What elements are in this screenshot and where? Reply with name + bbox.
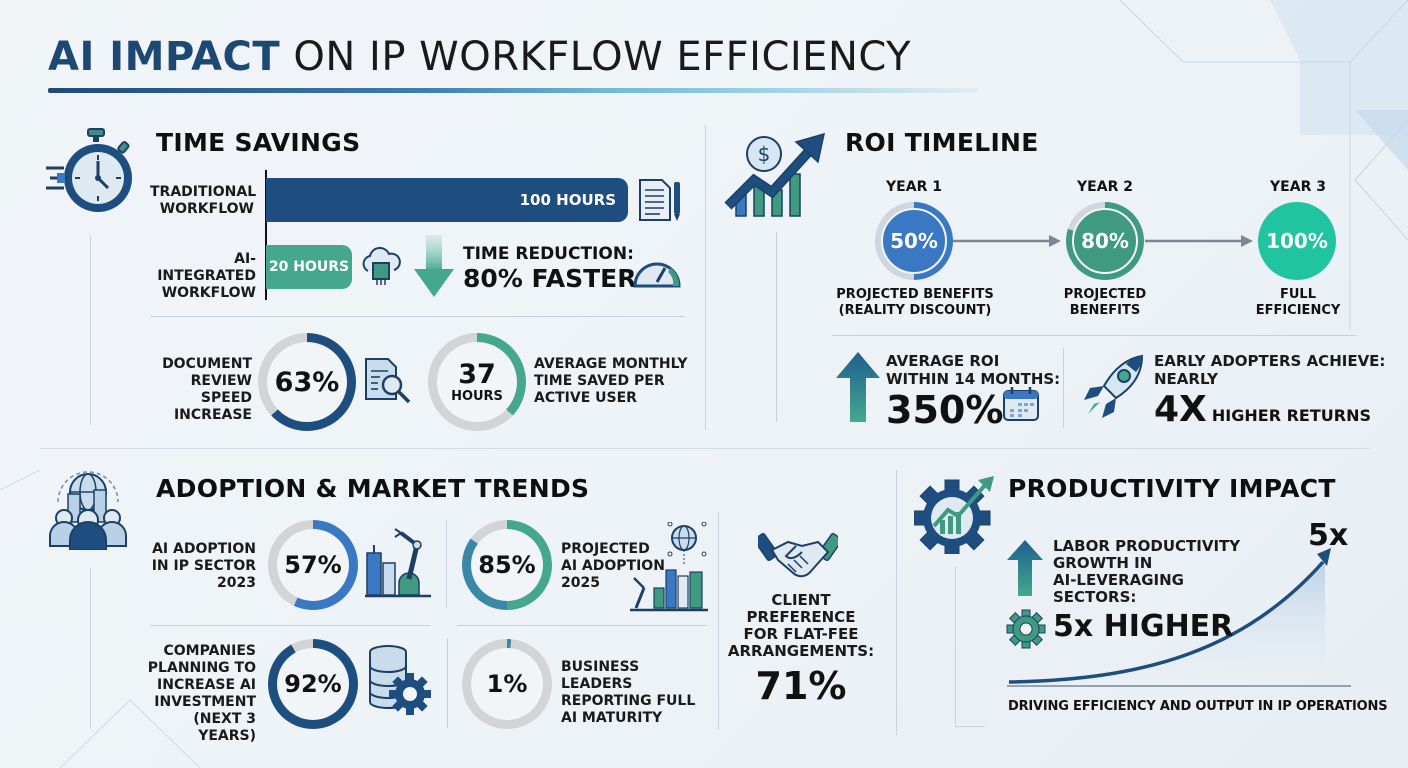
section-divider (150, 316, 685, 317)
ai-workflow-bar: 20 HOURS (266, 245, 352, 289)
client-preference-value: 71% (755, 664, 847, 708)
year-1-label: YEAR 1 (886, 179, 942, 195)
section-divider (832, 335, 1357, 336)
cloud-chip-icon (362, 246, 401, 285)
client-preference-label: CLIENT PREFERENCE FOR FLAT-FEE ARRANGEME… (727, 591, 875, 660)
monthly-time-donut: 37 HOURS (428, 333, 526, 431)
adoption-2023-donut: 57% (268, 520, 358, 610)
handshake-icon (758, 532, 838, 578)
stopwatch-icon (46, 128, 132, 212)
year-2-label: YEAR 2 (1077, 179, 1133, 195)
robot-arm-factory-icon (365, 528, 431, 598)
traditional-workflow-bar: 100 HOURS (266, 178, 628, 222)
adoption-2023-value: 57% (284, 551, 342, 579)
document-pen-icon (639, 179, 680, 221)
section-divider (955, 566, 956, 726)
row-divider (40, 448, 1370, 449)
monthly-time-value: 37 (458, 358, 496, 390)
time-reduction-value: 80% FASTER (463, 264, 637, 293)
maturity-label: BUSINESS LEADERS REPORTING FULL AI MATUR… (561, 659, 696, 726)
year-3-caption: FULL EFFICIENCY (1255, 287, 1341, 318)
early-adopters-suffix: HIGHER RETURNS (1211, 406, 1371, 425)
review-speed-value: 63% (274, 366, 340, 398)
average-roi-value: 350% (886, 388, 1004, 432)
adoption-2025-label: PROJECTED AI ADOPTION 2025 (561, 541, 665, 591)
maturity-donut: 1% (462, 639, 552, 729)
early-adopters-value: 4X (1154, 389, 1207, 430)
adoption-2025-value: 85% (478, 551, 536, 579)
svg-text:$: $ (758, 142, 771, 166)
column-divider (896, 470, 897, 735)
section-divider (955, 726, 985, 727)
year-2-caption: PROJECTED BENEFITS (1063, 287, 1147, 318)
column-divider (705, 125, 706, 430)
money-growth-icon: $ (724, 132, 825, 217)
ai-workflow-label: AI-INTEGRATED WORKFLOW (157, 251, 256, 301)
growth-curve-chart (1007, 540, 1351, 687)
section-divider (90, 235, 91, 425)
early-adopters: EARLY ADOPTERS ACHIEVE: NEARLY 4X HIGHER… (1154, 352, 1386, 430)
monthly-time-label: AVERAGE MONTHLY TIME SAVED PER ACTIVE US… (534, 356, 688, 406)
year-1-circle: 50% (875, 202, 953, 280)
gear-growth-icon (914, 476, 994, 554)
timeline-arrow (953, 235, 1061, 247)
section-divider (150, 625, 430, 626)
page-title: AI IMPACT ON IP WORKFLOW EFFICIENCY (48, 34, 911, 80)
productivity-value: 5x HIGHER (1053, 609, 1234, 644)
time-reduction: TIME REDUCTION: 80% FASTER (463, 244, 637, 294)
section-divider (90, 568, 91, 728)
calendar-icon (1003, 387, 1039, 421)
section-divider (718, 512, 719, 730)
review-speed-donut: 63% (258, 333, 356, 431)
bar-axis (265, 170, 267, 300)
section-divider (1063, 348, 1064, 428)
title-light: ON IP WORKFLOW EFFICIENCY (293, 34, 912, 80)
section-divider (446, 520, 447, 608)
global-city-icon (630, 522, 708, 612)
gear-icon (1006, 609, 1046, 649)
adoption-title: ADOPTION & MARKET TRENDS (156, 474, 590, 503)
year-1-value: 50% (881, 208, 947, 274)
speedometer-icon (633, 262, 681, 288)
investment-donut: 92% (268, 639, 358, 729)
document-search-icon (365, 358, 411, 404)
adoption-2023-label: AI ADOPTION IN IP SECTOR 2023 (151, 541, 256, 591)
ai-hours: 20 HOURS (268, 259, 350, 275)
year-2-value: 80% (1072, 208, 1138, 274)
labor-productivity-label: LABOR PRODUCTIVITY GROWTH IN AI-LEVERAGI… (1053, 537, 1241, 606)
investment-value: 92% (284, 670, 342, 698)
year-3-label: YEAR 3 (1270, 179, 1326, 195)
time-savings-title: TIME SAVINGS (156, 128, 361, 157)
title-underline (48, 88, 978, 93)
section-divider (776, 232, 777, 422)
review-speed-label: DOCUMENT REVIEW SPEED INCREASE (162, 356, 252, 423)
title-bold: AI IMPACT (48, 34, 281, 80)
traditional-hours: 100 HOURS (519, 191, 616, 209)
productivity-title: PRODUCTIVITY IMPACT (1008, 474, 1336, 503)
maturity-value: 1% (486, 670, 528, 698)
time-reduction-label: TIME REDUCTION: (463, 244, 634, 264)
up-arrow-icon (836, 352, 880, 422)
adoption-2025-donut: 85% (462, 520, 552, 610)
global-team-icon (49, 471, 127, 550)
investment-label: COMPANIES PLANNING TO INCREASE AI INVEST… (147, 643, 256, 744)
traditional-workflow-label: TRADITIONAL WORKFLOW (150, 184, 257, 217)
productivity-footer: DRIVING EFFICIENCY AND OUTPUT IN IP OPER… (1008, 699, 1388, 714)
monthly-time-unit: HOURS (451, 388, 503, 404)
average-roi: AVERAGE ROI WITHIN 14 MONTHS: 350% (886, 352, 1061, 432)
year-2-circle: 80% (1066, 202, 1144, 280)
roi-timeline-title: ROI TIMELINE (845, 128, 1039, 157)
database-gear-icon (369, 645, 431, 715)
curve-peak-label: 5x (1308, 518, 1349, 553)
rocket-icon (1084, 354, 1144, 418)
down-arrow-icon (414, 235, 454, 297)
year-3-value: 100% (1264, 208, 1330, 274)
timeline-arrow (1145, 235, 1253, 247)
section-divider (457, 625, 707, 626)
section-divider (447, 638, 448, 728)
year-1-caption: PROJECTED BENEFITS (REALITY DISCOUNT) (836, 287, 994, 318)
year-3-circle: 100% (1258, 202, 1336, 280)
